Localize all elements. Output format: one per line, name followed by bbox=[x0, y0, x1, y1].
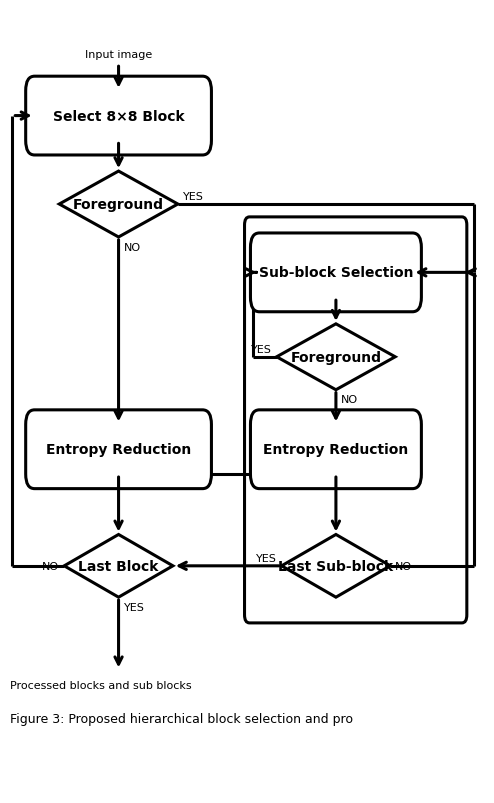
Text: Last Sub-block: Last Sub-block bbox=[278, 559, 394, 573]
Text: NO: NO bbox=[124, 243, 141, 252]
Text: Entropy Reduction: Entropy Reduction bbox=[46, 442, 191, 457]
FancyBboxPatch shape bbox=[250, 410, 421, 489]
Text: Figure 3: Proposed hierarchical block selection and pro: Figure 3: Proposed hierarchical block se… bbox=[10, 712, 353, 725]
Text: NO: NO bbox=[42, 561, 59, 571]
Text: YES: YES bbox=[251, 344, 272, 354]
FancyBboxPatch shape bbox=[26, 77, 211, 156]
Polygon shape bbox=[282, 535, 390, 597]
Text: YES: YES bbox=[183, 192, 204, 202]
Text: Processed blocks and sub blocks: Processed blocks and sub blocks bbox=[10, 680, 192, 690]
Text: Foreground: Foreground bbox=[290, 350, 381, 365]
FancyBboxPatch shape bbox=[26, 410, 211, 489]
Polygon shape bbox=[64, 535, 173, 597]
Text: Sub-block Selection: Sub-block Selection bbox=[259, 266, 413, 280]
Text: NO: NO bbox=[341, 395, 358, 405]
Text: Entropy Reduction: Entropy Reduction bbox=[263, 442, 409, 457]
Text: Select 8×8 Block: Select 8×8 Block bbox=[53, 109, 184, 124]
Polygon shape bbox=[59, 172, 178, 238]
Text: Last Block: Last Block bbox=[79, 559, 159, 573]
Text: NO: NO bbox=[395, 561, 412, 571]
Polygon shape bbox=[277, 324, 395, 390]
Text: YES: YES bbox=[256, 553, 277, 563]
Text: Input image: Input image bbox=[85, 50, 152, 59]
FancyBboxPatch shape bbox=[250, 234, 421, 312]
Text: Foreground: Foreground bbox=[73, 198, 164, 212]
Text: YES: YES bbox=[124, 602, 144, 612]
